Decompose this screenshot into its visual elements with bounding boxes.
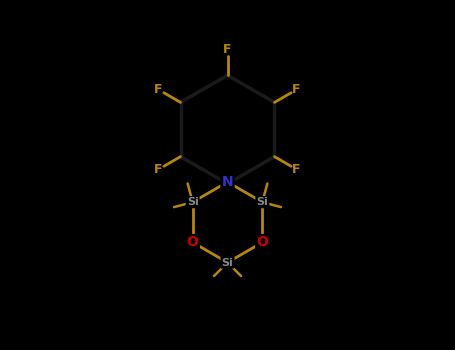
- Text: Si: Si: [187, 197, 198, 207]
- Text: O: O: [187, 235, 198, 249]
- Text: F: F: [154, 83, 162, 96]
- Text: Si: Si: [257, 197, 268, 207]
- Text: F: F: [223, 43, 232, 56]
- Text: O: O: [257, 235, 268, 249]
- Text: F: F: [293, 163, 301, 176]
- Text: N: N: [222, 175, 233, 189]
- Text: Si: Si: [222, 258, 233, 267]
- Text: F: F: [293, 83, 301, 96]
- Text: F: F: [154, 163, 162, 176]
